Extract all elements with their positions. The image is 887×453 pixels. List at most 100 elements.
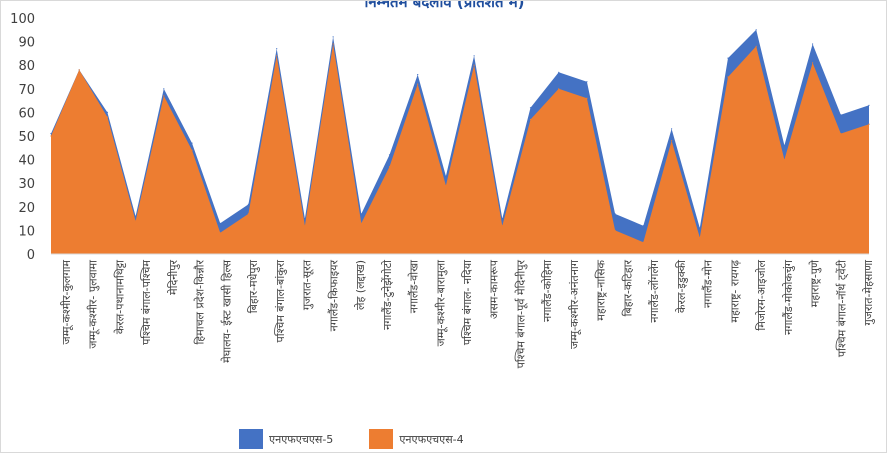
data-point-0: [360, 213, 362, 215]
x-tick-label: जम्मू-कश्मीर-अनंतनाग: [568, 259, 582, 349]
data-point-1: [529, 118, 532, 121]
data-point-0: [304, 218, 306, 220]
data-point-1: [671, 140, 673, 142]
x-tick-label: मेदिनीपुर: [167, 259, 180, 294]
y-tick-label: 100: [10, 12, 35, 27]
data-point-1: [445, 185, 447, 187]
data-point-0: [558, 71, 560, 73]
x-tick-label: पश्चिम बंगाल-पश्चिम: [140, 260, 153, 345]
data-point-1: [219, 232, 221, 234]
data-point-0: [417, 74, 419, 76]
y-tick-label: 0: [27, 248, 35, 263]
x-tick-label: नगालैंड-मोन: [702, 259, 715, 308]
data-point-1: [840, 133, 842, 135]
data-point-0: [50, 133, 52, 135]
data-point-0: [247, 203, 249, 205]
data-point-1: [332, 43, 334, 45]
data-point-0: [219, 222, 221, 224]
series-area-1: [51, 44, 869, 254]
data-point-1: [276, 55, 278, 57]
x-tick-label: मिजोरम-आइजोल: [755, 259, 768, 330]
data-point-1: [473, 64, 475, 66]
y-tick-label: 10: [18, 224, 35, 239]
data-point-1: [558, 88, 560, 90]
data-point-0: [755, 29, 757, 31]
x-tick-label: पश्चिम बंगाल-पूर्व मेदिनीपुर: [514, 260, 528, 369]
data-point-1: [388, 166, 391, 168]
x-tick-label: जम्मू-कश्मीर-बारामुला: [434, 260, 448, 347]
x-tick-label: पश्चिम बंगाल- नदिया: [461, 260, 474, 345]
chart-legend: एनएफएचएस-5 एनएफएचएस-4: [239, 428, 500, 450]
data-point-0: [586, 81, 588, 83]
data-point-1: [868, 123, 870, 125]
x-tick-label: गुजरात-सूरत: [301, 259, 315, 310]
data-point-1: [163, 95, 165, 97]
data-point-0: [501, 218, 503, 220]
data-point-0: [812, 43, 814, 45]
data-point-1: [727, 76, 729, 78]
data-point-0: [388, 154, 391, 156]
x-tick-label: पश्चिम बंगाल-बांकुरा: [274, 260, 287, 343]
data-point-0: [868, 104, 870, 106]
x-tick-label: असम-कामरूप: [488, 259, 501, 319]
data-point-0: [529, 107, 532, 109]
legend-swatch-nfhs4: [369, 429, 394, 449]
x-tick-label: लेह (लद्दाख): [354, 260, 367, 310]
data-point-1: [304, 225, 306, 227]
y-tick-label: 50: [18, 130, 35, 145]
data-point-0: [191, 142, 193, 144]
legend-swatch-nfhs5: [239, 429, 263, 449]
y-tick-label: 80: [18, 59, 35, 74]
data-point-0: [783, 144, 786, 146]
data-point-0: [642, 225, 644, 227]
data-point-0: [699, 227, 701, 229]
x-tick-label: जम्मू-कश्मीर- पुलवामा: [87, 260, 101, 349]
data-point-1: [135, 220, 137, 222]
data-point-0: [106, 111, 108, 113]
x-tick-label: महाराष्ट्र-नासिक: [595, 259, 608, 320]
x-tick-label: बिहार-मधेपुरा: [247, 260, 260, 313]
data-point-0: [445, 175, 447, 177]
y-tick-label: 90: [18, 36, 35, 51]
data-point-0: [840, 114, 842, 116]
data-point-1: [78, 69, 80, 71]
data-point-1: [106, 116, 108, 118]
x-tick-label: गुजरात-मेहसाणा: [862, 260, 875, 326]
x-tick-label: मेघालय- ईस्ट खासी हिल्स: [220, 259, 233, 362]
x-tick-label: नगालैंड-किफाइयर: [327, 260, 340, 332]
data-point-1: [191, 149, 193, 151]
x-tick-label: केरल-पथानामथिट्टा: [113, 260, 126, 334]
y-tick-label: 30: [18, 177, 35, 192]
y-tick-label: 70: [18, 83, 35, 98]
data-point-1: [360, 222, 362, 224]
data-point-0: [276, 48, 278, 50]
y-tick-label: 20: [18, 201, 35, 216]
data-point-0: [473, 55, 475, 57]
chart-title: निम्नतम बदलाव (प्रतिशत में): [364, 0, 525, 11]
data-point-1: [699, 236, 701, 239]
x-tick-label: हिमाचल प्रदेश-किन्नौर: [194, 260, 207, 345]
x-tick-label: नगालैंड-कोहिमा: [541, 260, 554, 322]
data-point-1: [642, 241, 644, 243]
data-point-0: [135, 215, 137, 217]
y-tick-label: 40: [18, 154, 35, 169]
legend-label-nfhs5: एनएफएचएस-5: [269, 432, 334, 446]
x-tick-label: नगालैंड-लोंगलेंग: [648, 259, 661, 322]
legend-item-nfhs5: एनएफएचएस-5: [239, 429, 333, 449]
x-tick-label: महाराष्ट्र- रायगढ़: [728, 259, 741, 322]
data-point-1: [417, 83, 419, 85]
data-point-1: [755, 45, 757, 47]
x-tick-label: केरल-इडुक्की: [675, 260, 688, 313]
data-point-1: [783, 159, 786, 161]
legend-label-nfhs4: एनएफएचएस-4: [399, 432, 464, 446]
x-tick-label: जम्मू-कश्मीर-कुलगाम: [60, 260, 74, 345]
data-point-0: [614, 213, 616, 215]
data-point-0: [163, 88, 165, 90]
data-point-1: [501, 225, 503, 227]
data-point-1: [247, 213, 249, 215]
x-tick-label: बिहार-कटिहार: [621, 260, 634, 317]
legend-item-nfhs4: एनएफएचएस-4: [369, 429, 464, 449]
data-point-0: [332, 36, 334, 38]
